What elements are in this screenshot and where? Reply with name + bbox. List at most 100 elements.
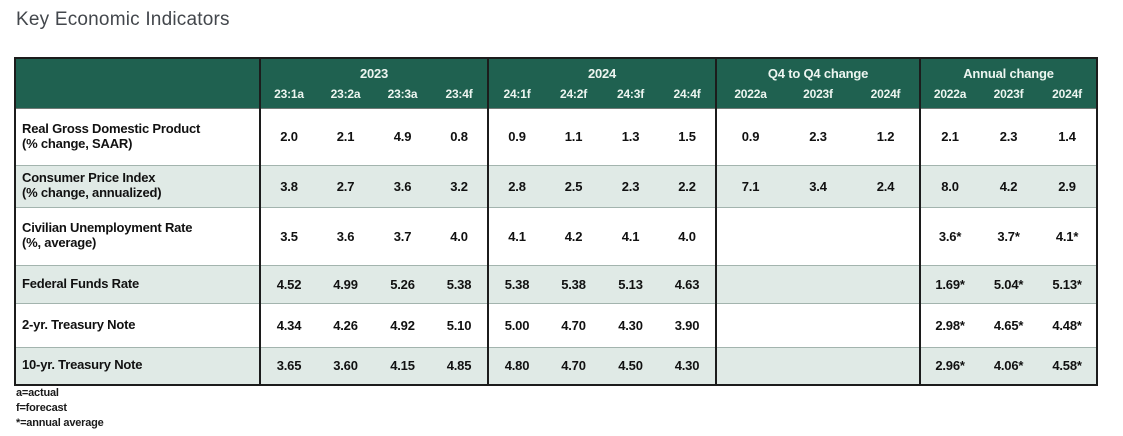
value-cell: 4.0 [431, 206, 488, 265]
column-header: 24:1f [487, 84, 545, 108]
column-header: 23:4f [431, 84, 488, 108]
value-cell: 4.52 [259, 264, 317, 303]
column-header: 24:3f [602, 84, 659, 108]
value-cell [715, 346, 784, 385]
corner-cell [15, 58, 260, 108]
column-header: 23:1a [259, 84, 317, 108]
value-cell: 4.0 [659, 206, 716, 265]
value-cell: 3.2 [431, 164, 488, 207]
value-cell: 5.38 [545, 264, 602, 303]
value-cell [852, 346, 921, 385]
column-header: 23:3a [374, 84, 431, 108]
row-label-main: 2-yr. Treasury Note [22, 316, 136, 332]
column-header: 2022a [715, 84, 784, 108]
row-label: Federal Funds Rate [15, 264, 260, 303]
value-cell: 2.5 [545, 164, 602, 207]
column-header: 2024f [1038, 84, 1098, 108]
value-cell: 0.8 [450, 129, 468, 144]
value-cell: 5.10 [431, 302, 488, 347]
value-cell: 4.30 [659, 346, 716, 385]
value-cell: 2.7 [317, 164, 374, 207]
value-cell: 3.7 [374, 206, 431, 265]
indicators-table: 2023 2024 Q4 to Q4 change Annual change 23:1… [14, 57, 1099, 386]
value-cell [715, 302, 784, 347]
page-title: Key Economic Indicators [16, 9, 230, 30]
value-cell [784, 264, 852, 303]
value-cell: 1.2 [876, 129, 895, 144]
value-cell: 8.0 [919, 164, 980, 207]
value-cell: 4.85 [431, 346, 488, 385]
value-cell: 0.9 [715, 108, 784, 165]
row-label-main: 10-yr. Treasury Note [22, 357, 143, 373]
value-cell: 2.4 [852, 164, 921, 207]
column-header: 24:4f [659, 84, 716, 108]
value-cell [852, 264, 921, 303]
column-header: 2023f [979, 84, 1039, 108]
row-label-main: Federal Funds Rate [22, 275, 140, 291]
value-cell: 5.13 [602, 264, 659, 303]
value-cell: 4.2 [545, 206, 602, 265]
value-cell [784, 346, 852, 385]
value-cell: 3.7* [979, 206, 1039, 265]
value-cell: 2.3 [999, 129, 1018, 144]
column-header: 24:2f [545, 84, 602, 108]
value-cell: 4.1* [1038, 206, 1098, 265]
value-cell: 3.6 [374, 164, 431, 207]
column-group-header: Q4 to Q4 change [714, 58, 921, 84]
header-group-row: 2023 2024 Q4 to Q4 change Annual change [15, 58, 1098, 108]
value-cell: 4.9 [393, 129, 412, 144]
table-row: Consumer Price Index (% change, annualize… [15, 164, 1098, 207]
value-cell: 2.8 [487, 164, 545, 207]
value-cell: 4.80 [487, 346, 545, 385]
value-cell: 3.90 [659, 302, 716, 347]
value-cell [715, 264, 784, 303]
column-header: 2023f [784, 84, 852, 108]
column-group-header: 2023 [259, 58, 488, 84]
value-cell: 2.1 [919, 108, 980, 165]
column-header: 23:2a [317, 84, 374, 108]
value-cell: 4.34 [259, 302, 317, 347]
table-row: Real Gross Domestic Product (% change, SA… [15, 108, 1097, 165]
value-cell: 3.65 [259, 346, 317, 385]
value-cell: 5.04* [979, 264, 1039, 303]
footnote: *=annual average [16, 416, 104, 429]
column-header: 2024f [852, 84, 921, 108]
value-cell: 4.65* [979, 302, 1039, 347]
row-label-sub: (% change, annualized) [22, 185, 162, 200]
row-label-main: Consumer Price Index [22, 170, 156, 186]
value-cell: 3.8 [259, 164, 317, 207]
value-cell: 2.3 [809, 129, 827, 144]
header-cols-row: 23:1a 23:2a 23:3a 23:4f 24:1f 24:2f 24:3f 24:4f… [15, 84, 1098, 108]
value-cell: 4.58* [1038, 346, 1098, 385]
value-cell: 4.26 [317, 302, 374, 347]
value-cell: 0.9 [487, 108, 545, 165]
footnotes: a=actual f=forecast *=annual average [16, 386, 104, 431]
value-cell: 1.3 [621, 129, 640, 144]
footnote: f=forecast [16, 401, 67, 414]
value-cell: 3.60 [317, 346, 374, 385]
value-cell: 4.06* [979, 346, 1039, 385]
value-cell: 4.63 [659, 264, 716, 303]
value-cell: 5.00 [487, 302, 545, 347]
value-cell [852, 302, 921, 347]
row-label: 2-yr. Treasury Note [15, 302, 260, 347]
value-cell: 4.1 [487, 206, 545, 265]
value-cell: 2.98* [919, 302, 980, 347]
value-cell: 4.1 [602, 206, 659, 265]
value-cell: 2.2 [659, 164, 716, 207]
table-row: Federal Funds Rate 4.52 4.99 5.26 5.38 5.38 5.… [15, 264, 1098, 303]
value-cell: 5.38 [431, 264, 488, 303]
value-cell: 1.5 [678, 129, 696, 144]
row-label: Consumer Price Index (% change, annualize… [15, 164, 260, 207]
value-cell: 3.6* [919, 206, 980, 265]
value-cell: 4.99 [317, 264, 374, 303]
value-cell: 4.50 [602, 346, 659, 385]
value-cell: 3.5 [259, 206, 317, 265]
value-cell: 4.2 [979, 164, 1039, 207]
row-label-sub: (% change, SAAR) [22, 135, 133, 151]
value-cell: 1.4 [1058, 129, 1076, 144]
value-cell: 4.48* [1038, 302, 1098, 347]
value-cell: 2.0 [259, 108, 317, 165]
row-label: 10-yr. Treasury Note [15, 346, 260, 385]
value-cell: 4.92 [374, 302, 431, 347]
